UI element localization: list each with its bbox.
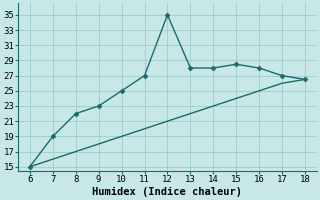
- X-axis label: Humidex (Indice chaleur): Humidex (Indice chaleur): [92, 186, 243, 197]
